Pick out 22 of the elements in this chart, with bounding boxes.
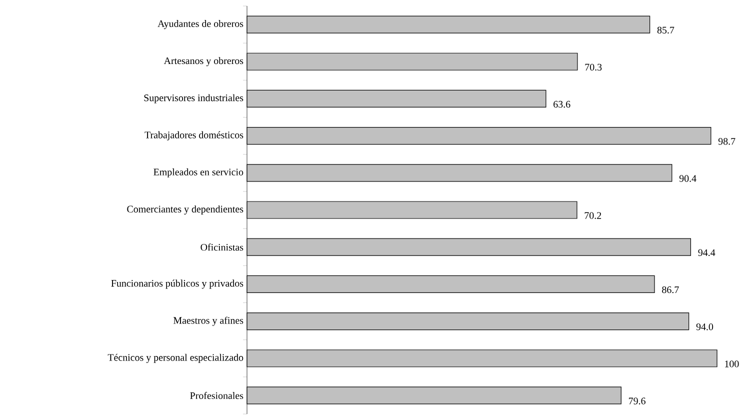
y-tick-label: Funcionarios públicos y privados xyxy=(111,280,244,289)
data-label: 94.4 xyxy=(698,249,716,256)
y-tick-label: Maestros y afines xyxy=(173,316,244,326)
y-tick-label: Trabajadores domésticos xyxy=(144,131,244,140)
data-label: 100 xyxy=(725,360,739,368)
y-tick-label: Ayudantes de obreros xyxy=(158,20,244,30)
y-tick-label: Artesanos y obreros xyxy=(164,57,244,66)
y-tick-label: Supervisores industriales xyxy=(144,94,244,104)
y-tick-label: Oficinistas xyxy=(200,244,244,251)
data-label: 86.7 xyxy=(662,286,679,294)
data-label: 70.2 xyxy=(584,212,602,219)
data-label: 63.6 xyxy=(554,100,570,108)
data-label: 70.3 xyxy=(585,64,602,71)
y-tick-label: Comerciantes y dependientes xyxy=(127,205,244,215)
y-tick-label: Técnicos y personal especializado xyxy=(108,354,244,363)
data-label: 85.7 xyxy=(657,26,674,34)
data-label: 98.7 xyxy=(718,138,736,145)
data-label: 79.6 xyxy=(628,398,646,404)
data-label: 94.0 xyxy=(696,323,714,330)
y-tick-label: Empleados en servicio xyxy=(154,168,244,178)
data-label: 90.4 xyxy=(679,175,696,182)
y-tick-label: Profesionales xyxy=(190,392,244,400)
